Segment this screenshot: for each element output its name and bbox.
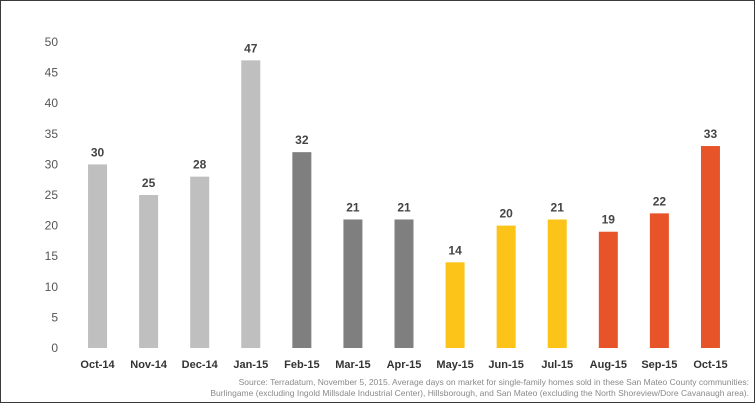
x-tick-label: Sep-15 [641,359,677,371]
x-tick-label: Apr-15 [387,359,422,371]
x-tick-label: May-15 [436,359,473,371]
bar-apr-15 [394,219,414,348]
bar-sep-15 [649,213,669,348]
data-label: 14 [448,243,462,257]
bar-jun-15 [496,225,516,348]
bar-feb-15 [292,152,312,348]
y-tick-label: 10 [45,280,59,294]
data-label: 21 [551,200,565,214]
y-tick-label: 45 [45,66,59,80]
data-label: 30 [91,145,105,159]
bar-jan-15 [241,60,261,349]
x-tick-label: Jun-15 [488,359,523,371]
y-tick-label: 40 [45,96,59,110]
data-label: 32 [295,133,309,147]
source-line-1: Source: Terradatum, November 5, 2015. Av… [238,377,749,387]
x-tick-label: Dec-14 [182,359,219,371]
source-note: Source: Terradatum, November 5, 2015. Av… [149,377,749,399]
data-label: 33 [704,127,718,141]
x-tick-label: Mar-15 [335,359,370,371]
x-tick-label: Oct-15 [693,359,727,371]
bar-oct-15 [700,146,720,348]
y-tick-label: 30 [45,157,59,171]
x-axis: Oct-14 Nov-14 Dec-14 Jan-15 Feb-15 Mar-15 Apr-… [80,359,727,371]
source-line-2: Burlingame (excluding Ingold Millsdale I… [210,388,749,398]
data-label: 25 [142,176,156,190]
data-label: 19 [602,213,616,227]
x-tick-label: Nov-14 [130,359,168,371]
y-tick-label: 5 [51,310,58,324]
bar-may-15 [445,262,465,348]
data-label: 22 [653,194,667,208]
data-label: 28 [193,158,207,172]
y-tick-label: 15 [45,249,59,263]
bar-nov-14 [139,195,159,348]
data-label: 47 [244,41,258,55]
x-tick-label: Jul-15 [541,359,573,371]
x-tick-label: Feb-15 [284,359,319,371]
y-tick-label: 25 [45,188,59,202]
y-tick-label: 20 [45,219,59,233]
bar-oct-14 [88,164,108,348]
data-label: 21 [346,200,360,214]
bars [88,60,720,349]
x-tick-label: Jan-15 [233,359,268,371]
bar-dec-14 [190,176,210,348]
y-tick-label: 50 [45,35,59,49]
bar-mar-15 [343,219,363,348]
y-tick-label: 0 [51,341,58,355]
data-label: 20 [499,207,513,221]
y-axis: 0 5 10 15 20 25 30 35 40 45 50 [45,35,59,355]
data-label: 21 [397,200,411,214]
y-tick-label: 35 [45,127,59,141]
bar-jul-15 [547,219,567,348]
bar-aug-15 [598,231,618,348]
x-tick-label: Aug-15 [590,359,627,371]
data-labels: 30 25 28 47 32 21 21 14 20 21 19 22 33 [91,41,718,257]
x-tick-label: Oct-14 [80,359,115,371]
